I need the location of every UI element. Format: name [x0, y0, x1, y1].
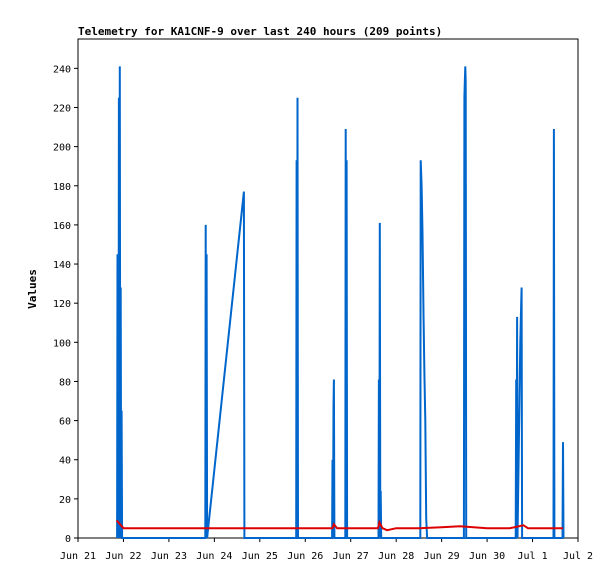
y-tick-label: 0 — [65, 534, 71, 545]
y-axis-label: Values — [26, 269, 39, 309]
x-tick-label: Jun 26 — [287, 551, 323, 562]
x-tick-label: Jul 2 — [563, 551, 593, 562]
x-tick-label: Jun 28 — [378, 551, 414, 562]
y-tick-label: 40 — [59, 456, 71, 467]
y-tick-label: 120 — [53, 299, 71, 310]
y-axis: 0 20 40 60 80 100 120 140 160 180 200 220 240 — [53, 64, 78, 545]
x-tick-label: Jun 30 — [469, 551, 505, 562]
x-tick-label: Jul 1 — [517, 551, 547, 562]
y-tick-label: 240 — [53, 64, 71, 75]
x-tick-label: Jun 27 — [333, 551, 369, 562]
y-tick-label: 160 — [53, 221, 71, 232]
y-tick-label: 20 — [59, 495, 71, 506]
y-tick-label: 180 — [53, 182, 71, 193]
x-axis: Jun 21 Jun 22 Jun 23 Jun 24 Jun 25 Jun 26 Jun … — [60, 538, 593, 562]
x-tick-label: Jun 21 — [60, 551, 96, 562]
y-tick-label: 200 — [53, 143, 71, 154]
x-tick-label: Jun 24 — [196, 551, 232, 562]
x-tick-label: Jun 25 — [242, 551, 278, 562]
x-tick-label: Jun 22 — [105, 551, 141, 562]
series-line-2 — [115, 519, 563, 532]
y-tick-label: 100 — [53, 338, 71, 349]
chart-title: Telemetry for KA1CNF-9 over last 240 hou… — [78, 25, 442, 38]
y-tick-label: 140 — [53, 260, 71, 271]
series-line-1 — [116, 66, 565, 539]
x-tick-label: Jun 29 — [424, 551, 460, 562]
y-tick-label: 80 — [59, 377, 71, 388]
plot-area — [77, 38, 579, 539]
series-layer — [115, 66, 565, 539]
y-tick-label: 220 — [53, 103, 71, 114]
x-tick-label: Jun 23 — [151, 551, 187, 562]
y-tick-label: 60 — [59, 417, 71, 428]
